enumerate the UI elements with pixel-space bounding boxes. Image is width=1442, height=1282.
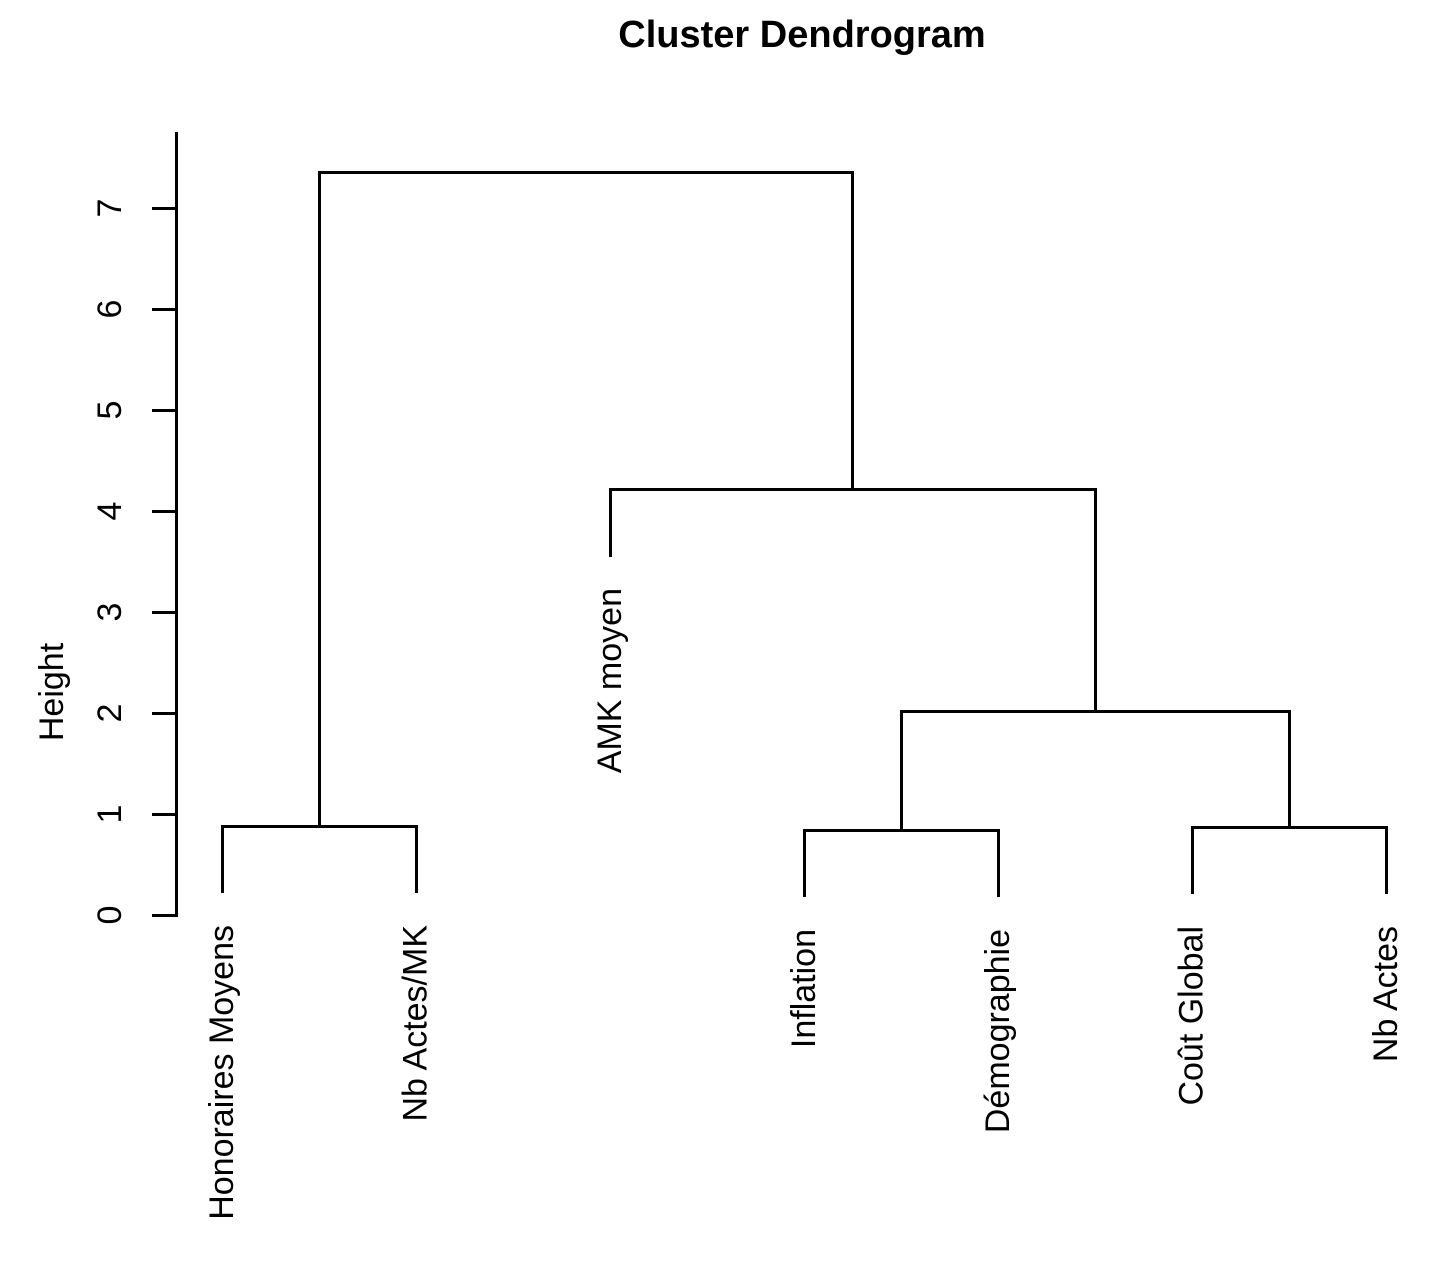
cluster-branch bbox=[851, 171, 854, 492]
merge-bar bbox=[317, 171, 854, 175]
y-axis-tick bbox=[151, 509, 178, 513]
leaf-branch bbox=[802, 828, 806, 898]
y-tick-label: 0 bbox=[91, 905, 129, 925]
cluster-branch bbox=[317, 171, 321, 828]
y-tick-label: 1 bbox=[91, 804, 129, 824]
leaf-branch bbox=[220, 824, 224, 894]
leaf-branch bbox=[414, 824, 418, 894]
y-axis-label: Height bbox=[33, 642, 71, 742]
y-axis-tick bbox=[151, 206, 178, 210]
y-axis-tick bbox=[151, 307, 178, 311]
leaf-label: Démographie bbox=[979, 928, 1017, 1133]
y-tick-label: 7 bbox=[91, 198, 129, 218]
y-tick-label: 2 bbox=[91, 703, 129, 723]
y-axis-tick bbox=[151, 408, 178, 412]
leaf-branch bbox=[996, 828, 1000, 898]
y-tick-label: 4 bbox=[91, 501, 129, 521]
y-tick-label: 5 bbox=[91, 400, 129, 420]
y-axis-line bbox=[174, 132, 178, 917]
y-tick-label: 6 bbox=[91, 299, 129, 319]
cluster-branch bbox=[1093, 488, 1097, 714]
leaf-branch bbox=[1384, 825, 1388, 895]
leaf-label: Inflation bbox=[785, 928, 823, 1048]
cluster-branch bbox=[899, 710, 903, 832]
leaf-label: Nb Actes bbox=[1367, 925, 1405, 1062]
y-axis-tick bbox=[151, 610, 178, 614]
leaf-label: AMK moyen bbox=[591, 588, 629, 774]
leaf-label: Nb Actes/MK bbox=[397, 924, 435, 1122]
cluster-branch bbox=[1287, 710, 1291, 829]
y-tick-label: 3 bbox=[91, 602, 129, 622]
chart-title: Cluster Dendrogram bbox=[618, 14, 986, 56]
leaf-label: Coût Global bbox=[1173, 925, 1211, 1106]
leaf-branch bbox=[608, 488, 612, 557]
y-axis-tick bbox=[151, 812, 178, 816]
y-axis-tick bbox=[151, 711, 178, 715]
leaf-branch bbox=[1190, 825, 1194, 895]
leaf-label: Honoraires Moyens bbox=[203, 924, 241, 1220]
y-axis-tick bbox=[151, 913, 178, 917]
